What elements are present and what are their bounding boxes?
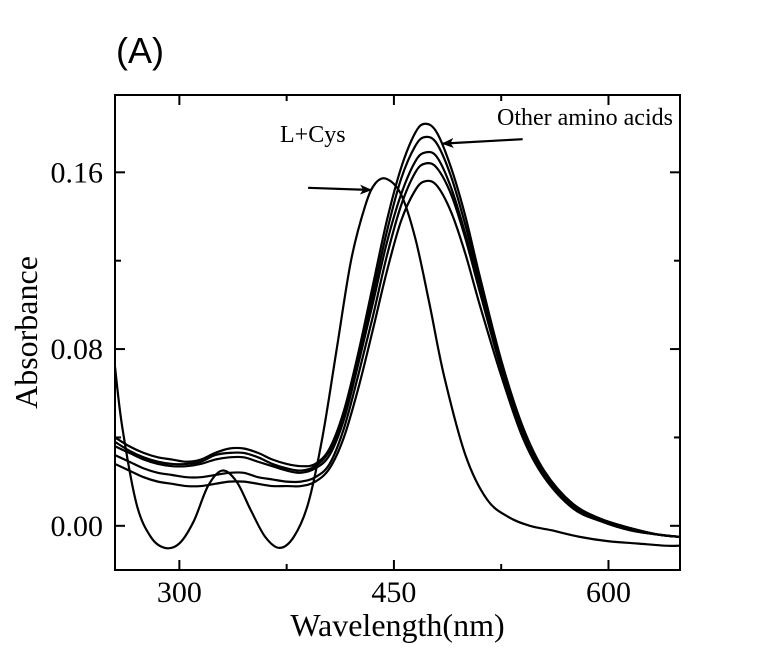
- x-axis-label: Wavelength(nm): [290, 607, 504, 643]
- plot-frame: [115, 95, 680, 570]
- panel-label: (A): [116, 30, 164, 71]
- y-tick-label: 0.08: [51, 333, 104, 366]
- x-tick-label: 300: [157, 576, 202, 609]
- y-tick-label: 0.00: [51, 510, 104, 543]
- series-aa1: [115, 124, 680, 537]
- x-tick-label: 450: [371, 576, 416, 609]
- series-aa5: [115, 181, 680, 537]
- lcys-label-arrow: [308, 188, 371, 190]
- lcys-label: L+Cys: [280, 122, 346, 148]
- x-tick-label: 600: [586, 576, 631, 609]
- other-aa-label: Other amino acids: [497, 105, 673, 131]
- y-axis-label: Absorbance: [8, 256, 44, 409]
- series-aa4: [115, 163, 680, 537]
- series-aa3: [115, 152, 680, 537]
- absorbance-chart: 300 450 600 0.00 0.08 0.16 Wavelength(nm) Absor…: [0, 0, 781, 660]
- other-aa-label-arrow: [443, 139, 523, 143]
- y-tick-label: 0.16: [51, 156, 104, 189]
